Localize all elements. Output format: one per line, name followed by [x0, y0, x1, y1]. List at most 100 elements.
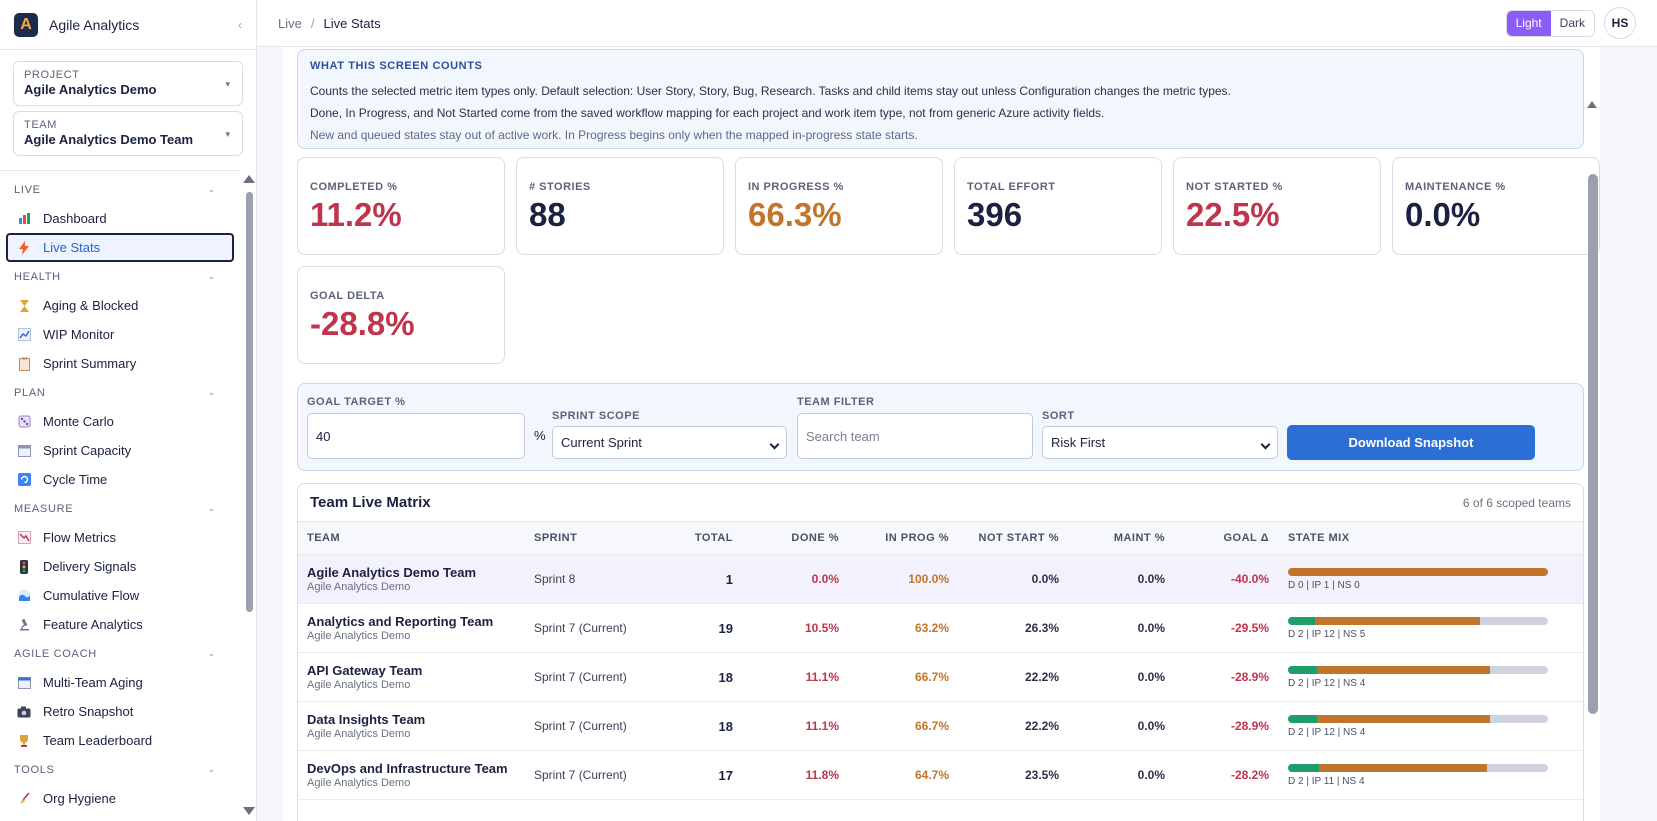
kpi-label: NOT STARTED %: [1186, 181, 1283, 193]
col-sprint[interactable]: SPRINT: [534, 532, 578, 544]
top-bar: Live / Live Stats Light Dark HS: [257, 0, 1657, 47]
team-name[interactable]: DevOps and Infrastructure Team: [307, 761, 508, 776]
col-done[interactable]: DONE %: [791, 532, 839, 544]
maintenance-cell: 0.0%: [1137, 768, 1165, 782]
team-name[interactable]: API Gateway Team: [307, 663, 423, 678]
done-segment: [1288, 714, 1317, 723]
sidebar-item-label: Cumulative Flow: [43, 588, 140, 603]
sidebar-item-dashboard[interactable]: Dashboard: [0, 204, 234, 233]
nav-section-tools[interactable]: TOOLS ⌄: [0, 755, 240, 784]
done-cell: 11.1%: [805, 670, 839, 684]
col-team[interactable]: TEAM: [307, 532, 341, 544]
team-project: Agile Analytics Demo: [307, 581, 411, 593]
sidebar-item-aging-blocked[interactable]: Aging & Blocked: [0, 291, 234, 320]
nav-section-plan[interactable]: PLAN ⌄: [0, 378, 240, 407]
main-content: WHAT THIS SCREEN COUNTS Counts the selec…: [283, 47, 1600, 821]
sort-select[interactable]: Risk First: [1042, 426, 1278, 459]
sidebar-item-label: Feature Analytics: [43, 617, 143, 632]
theme-light-button[interactable]: Light: [1506, 10, 1551, 36]
sidebar-item-label: Monte Carlo: [43, 414, 114, 429]
table-row[interactable]: Analytics and Reporting Team Agile Analyt…: [298, 604, 1583, 653]
matrix-body: Agile Analytics Demo Team Agile Analytics…: [298, 555, 1583, 800]
sidebar-item-team-leaderboard[interactable]: Team Leaderboard: [0, 726, 234, 755]
sidebar-scrollbar[interactable]: [243, 175, 255, 815]
table-row[interactable]: DevOps and Infrastructure Team Agile Anal…: [298, 751, 1583, 800]
team-cell: Data Insights Team Agile Analytics Demo: [307, 702, 532, 750]
brand-header: A Agile Analytics ‹: [0, 0, 256, 50]
kpi-value: 396: [967, 196, 1023, 233]
state-mix-bar: [1288, 665, 1548, 674]
kpi-goal-delta: GOAL DELTA -28.8%: [297, 266, 505, 364]
kpi-value: 22.5%: [1186, 196, 1280, 233]
sidebar-item-flow-metrics[interactable]: Flow Metrics: [0, 523, 234, 552]
sprint-scope-select[interactable]: Current Sprint: [552, 426, 787, 459]
col-not-started[interactable]: NOT START %: [978, 532, 1059, 544]
team-picker-value: Agile Analytics Demo Team: [24, 132, 194, 147]
kpi-not-started: NOT STARTED % 22.5%: [1173, 157, 1381, 255]
main-scroll-thumb[interactable]: [1588, 174, 1598, 714]
sidebar-item-multi-team-aging[interactable]: Multi-Team Aging: [0, 668, 234, 697]
sidebar-nav: LIVE ⌄ Dashboard Live Stats HEALTH ⌄ Aging…: [0, 170, 240, 821]
col-in-progress[interactable]: IN PROG %: [885, 532, 949, 544]
sidebar-item-feature-analytics[interactable]: Feature Analytics: [0, 610, 234, 639]
sidebar-item-wip-monitor[interactable]: WIP Monitor: [0, 320, 234, 349]
sidebar-item-cumulative-flow[interactable]: Cumulative Flow: [0, 581, 234, 610]
goal-target-input[interactable]: 40: [307, 413, 525, 459]
in-progress-segment: [1288, 567, 1548, 576]
table-row[interactable]: API Gateway Team Agile Analytics Demo Spri…: [298, 653, 1583, 702]
table-row[interactable]: Data Insights Team Agile Analytics Demo Sp…: [298, 702, 1583, 751]
team-name[interactable]: Data Insights Team: [307, 712, 426, 727]
scroll-down-icon[interactable]: [243, 807, 255, 815]
sidebar-item-monte-carlo[interactable]: Monte Carlo: [0, 407, 234, 436]
sidebar-scroll-thumb[interactable]: [246, 192, 253, 612]
col-maintenance[interactable]: MAINT %: [1113, 532, 1165, 544]
theme-dark-button[interactable]: Dark: [1550, 10, 1594, 36]
goal-delta-cell: -28.9%: [1230, 719, 1269, 733]
col-goal-delta[interactable]: GOAL Δ: [1223, 532, 1269, 544]
breadcrumb-parent[interactable]: Live: [278, 15, 302, 31]
download-snapshot-button[interactable]: Download Snapshot: [1287, 425, 1535, 460]
team-cell: DevOps and Infrastructure Team Agile Anal…: [307, 751, 532, 799]
kpi-maintenance: MAINTENANCE % 0.0%: [1392, 157, 1600, 255]
project-picker[interactable]: PROJECT Agile Analytics Demo ▾: [13, 61, 243, 106]
done-cell: 10.5%: [804, 621, 839, 635]
team-name[interactable]: Analytics and Reporting Team: [307, 614, 494, 629]
in-progress-cell: 66.7%: [914, 670, 949, 684]
scroll-up-icon[interactable]: [243, 175, 255, 183]
app-name: Agile Analytics: [49, 16, 140, 33]
bar-chart-icon: [17, 212, 31, 226]
nav-section-live[interactable]: LIVE ⌄: [0, 175, 240, 204]
matrix-count: 6 of 6 scoped teams: [1462, 495, 1571, 510]
goal-delta-cell: -28.9%: [1230, 670, 1269, 684]
col-total[interactable]: TOTAL: [694, 532, 733, 544]
sidebar-item-sprint-summary[interactable]: Sprint Summary: [0, 349, 234, 378]
sidebar-item-label: Multi-Team Aging: [43, 675, 143, 690]
kpi-stories: # STORIES 88: [516, 157, 724, 255]
sidebar-item-sprint-capacity[interactable]: Sprint Capacity: [0, 436, 234, 465]
nav-section-health[interactable]: HEALTH ⌄: [0, 262, 240, 291]
sidebar-item-label: Team Leaderboard: [43, 733, 153, 748]
team-picker[interactable]: TEAM Agile Analytics Demo Team ▾: [13, 111, 243, 156]
total-cell: 1: [725, 571, 733, 587]
nav-section-measure[interactable]: MEASURE ⌄: [0, 494, 240, 523]
sidebar-item-cycle-time[interactable]: Cycle Time: [0, 465, 234, 494]
scroll-up-icon[interactable]: [1587, 101, 1597, 108]
state-mix-bar: [1288, 567, 1548, 576]
sidebar-item-org-hygiene[interactable]: Org Hygiene: [0, 784, 234, 813]
nav-section-agile-coach[interactable]: AGILE COACH ⌄: [0, 639, 240, 668]
team-filter-input[interactable]: Search team: [797, 413, 1033, 459]
team-cell: Analytics and Reporting Team Agile Analyt…: [307, 604, 532, 652]
sidebar-item-retro-snapshot[interactable]: Retro Snapshot: [0, 697, 234, 726]
table-row[interactable]: Agile Analytics Demo Team Agile Analytics…: [298, 555, 1583, 604]
sidebar-item-live-stats[interactable]: Live Stats: [6, 233, 234, 262]
goal-delta-cell: -29.5%: [1230, 621, 1269, 635]
kpi-label: MAINTENANCE %: [1405, 181, 1506, 193]
sidebar-item-delivery-signals[interactable]: Delivery Signals: [0, 552, 234, 581]
avatar[interactable]: HS: [1604, 7, 1636, 39]
sidebar-item-label: Dashboard: [43, 211, 107, 226]
chevron-down-icon: ⌄: [207, 387, 216, 397]
collapse-sidebar-icon[interactable]: ‹: [238, 17, 242, 32]
info-line: Done, In Progress, and Not Started come …: [310, 106, 1105, 120]
kpi-total-effort: TOTAL EFFORT 396: [954, 157, 1162, 255]
team-name[interactable]: Agile Analytics Demo Team: [307, 565, 477, 580]
